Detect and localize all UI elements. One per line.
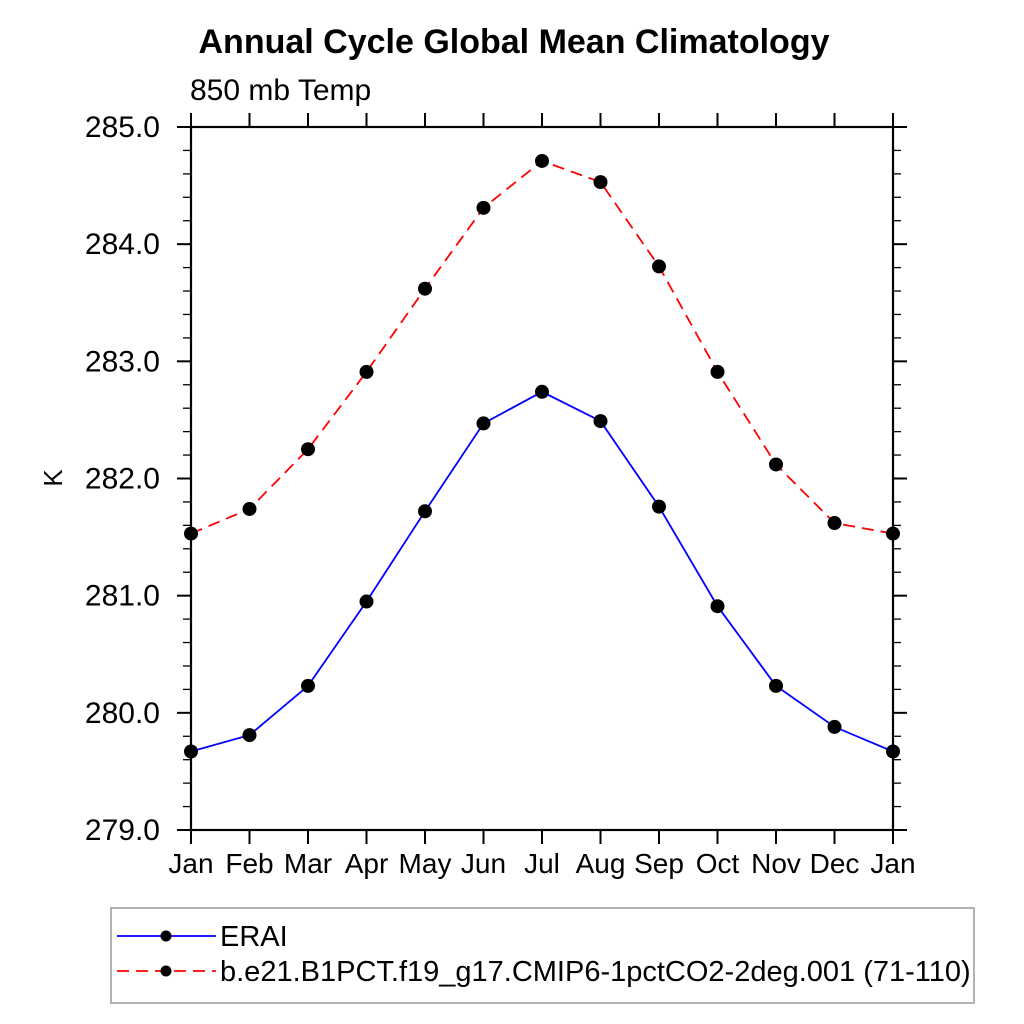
x-tick-label: Nov [751,848,801,879]
x-tick-label: Jun [461,848,506,879]
chart-subtitle: 850 mb Temp [190,74,371,107]
x-tick-label: Mar [284,848,332,879]
y-tick-label: 282.0 [85,463,160,496]
x-tick-label: Sep [634,848,684,879]
y-axis-label: K [38,469,68,487]
y-tick-label: 281.0 [85,580,160,613]
x-tick-label: Feb [225,848,273,879]
data-point-marker [242,728,257,743]
data-point-marker [827,516,842,531]
legend-label-cmip6: b.e21.B1PCT.f19_g17.CMIP6-1pctCO2-2deg.0… [220,956,971,988]
series-layer [184,153,900,759]
x-tick-label: Jan [168,848,213,879]
y-tick-label: 283.0 [85,345,160,378]
data-point-marker [184,744,198,759]
data-point-marker [184,526,198,541]
data-point-marker [886,744,900,759]
legend-box [110,907,975,1004]
data-point-marker [710,599,725,614]
x-tick-label: Jul [524,848,560,879]
data-point-marker [476,416,491,431]
data-point-marker [593,414,608,429]
data-point-marker [476,200,491,215]
x-tick-label: Jan [870,848,915,879]
data-point-marker [301,442,315,457]
data-point-marker [535,153,549,168]
axes-layer: 279.0 280.0 281.0 282.0 283.0 284.0 285.0 Jan Fe… [85,111,916,879]
plot-frame [189,125,895,832]
x-tick-label: Aug [576,848,626,879]
data-point-marker [535,384,549,399]
series-line-1 [190,159,894,535]
x-tick-label: Oct [696,848,740,879]
legend-swatches [117,930,216,977]
y-tick-label: 285.0 [85,111,160,144]
data-point-marker [301,678,315,693]
data-point-marker [418,504,432,519]
legend-label-erai: ERAI [220,921,288,953]
data-point-marker [359,594,374,609]
x-tick-label: Dec [810,848,860,879]
data-point-marker [827,719,842,734]
data-point-marker [359,364,374,379]
y-tick-label: 284.0 [85,228,160,261]
y-tick-label: 280.0 [85,697,160,730]
series-line-0 [190,390,894,753]
x-tick-label: May [399,848,452,879]
legend-sample-marker [160,930,172,942]
legend-sample-marker [160,965,172,977]
legend: ERAI b.e21.B1PCT.f19_g17.CMIP6-1pctCO2-2… [110,907,975,1004]
x-tick-label: Apr [345,848,389,879]
data-point-marker [593,175,608,190]
data-point-marker [710,364,725,379]
data-point-marker [418,281,432,296]
data-point-marker [886,526,900,541]
data-point-marker [652,499,666,514]
data-point-marker [652,259,666,274]
data-point-marker [242,501,257,516]
data-point-marker [769,457,783,472]
data-point-marker [769,678,783,693]
chart-title: Annual Cycle Global Mean Climatology [199,23,830,61]
y-tick-label: 279.0 [85,814,160,847]
